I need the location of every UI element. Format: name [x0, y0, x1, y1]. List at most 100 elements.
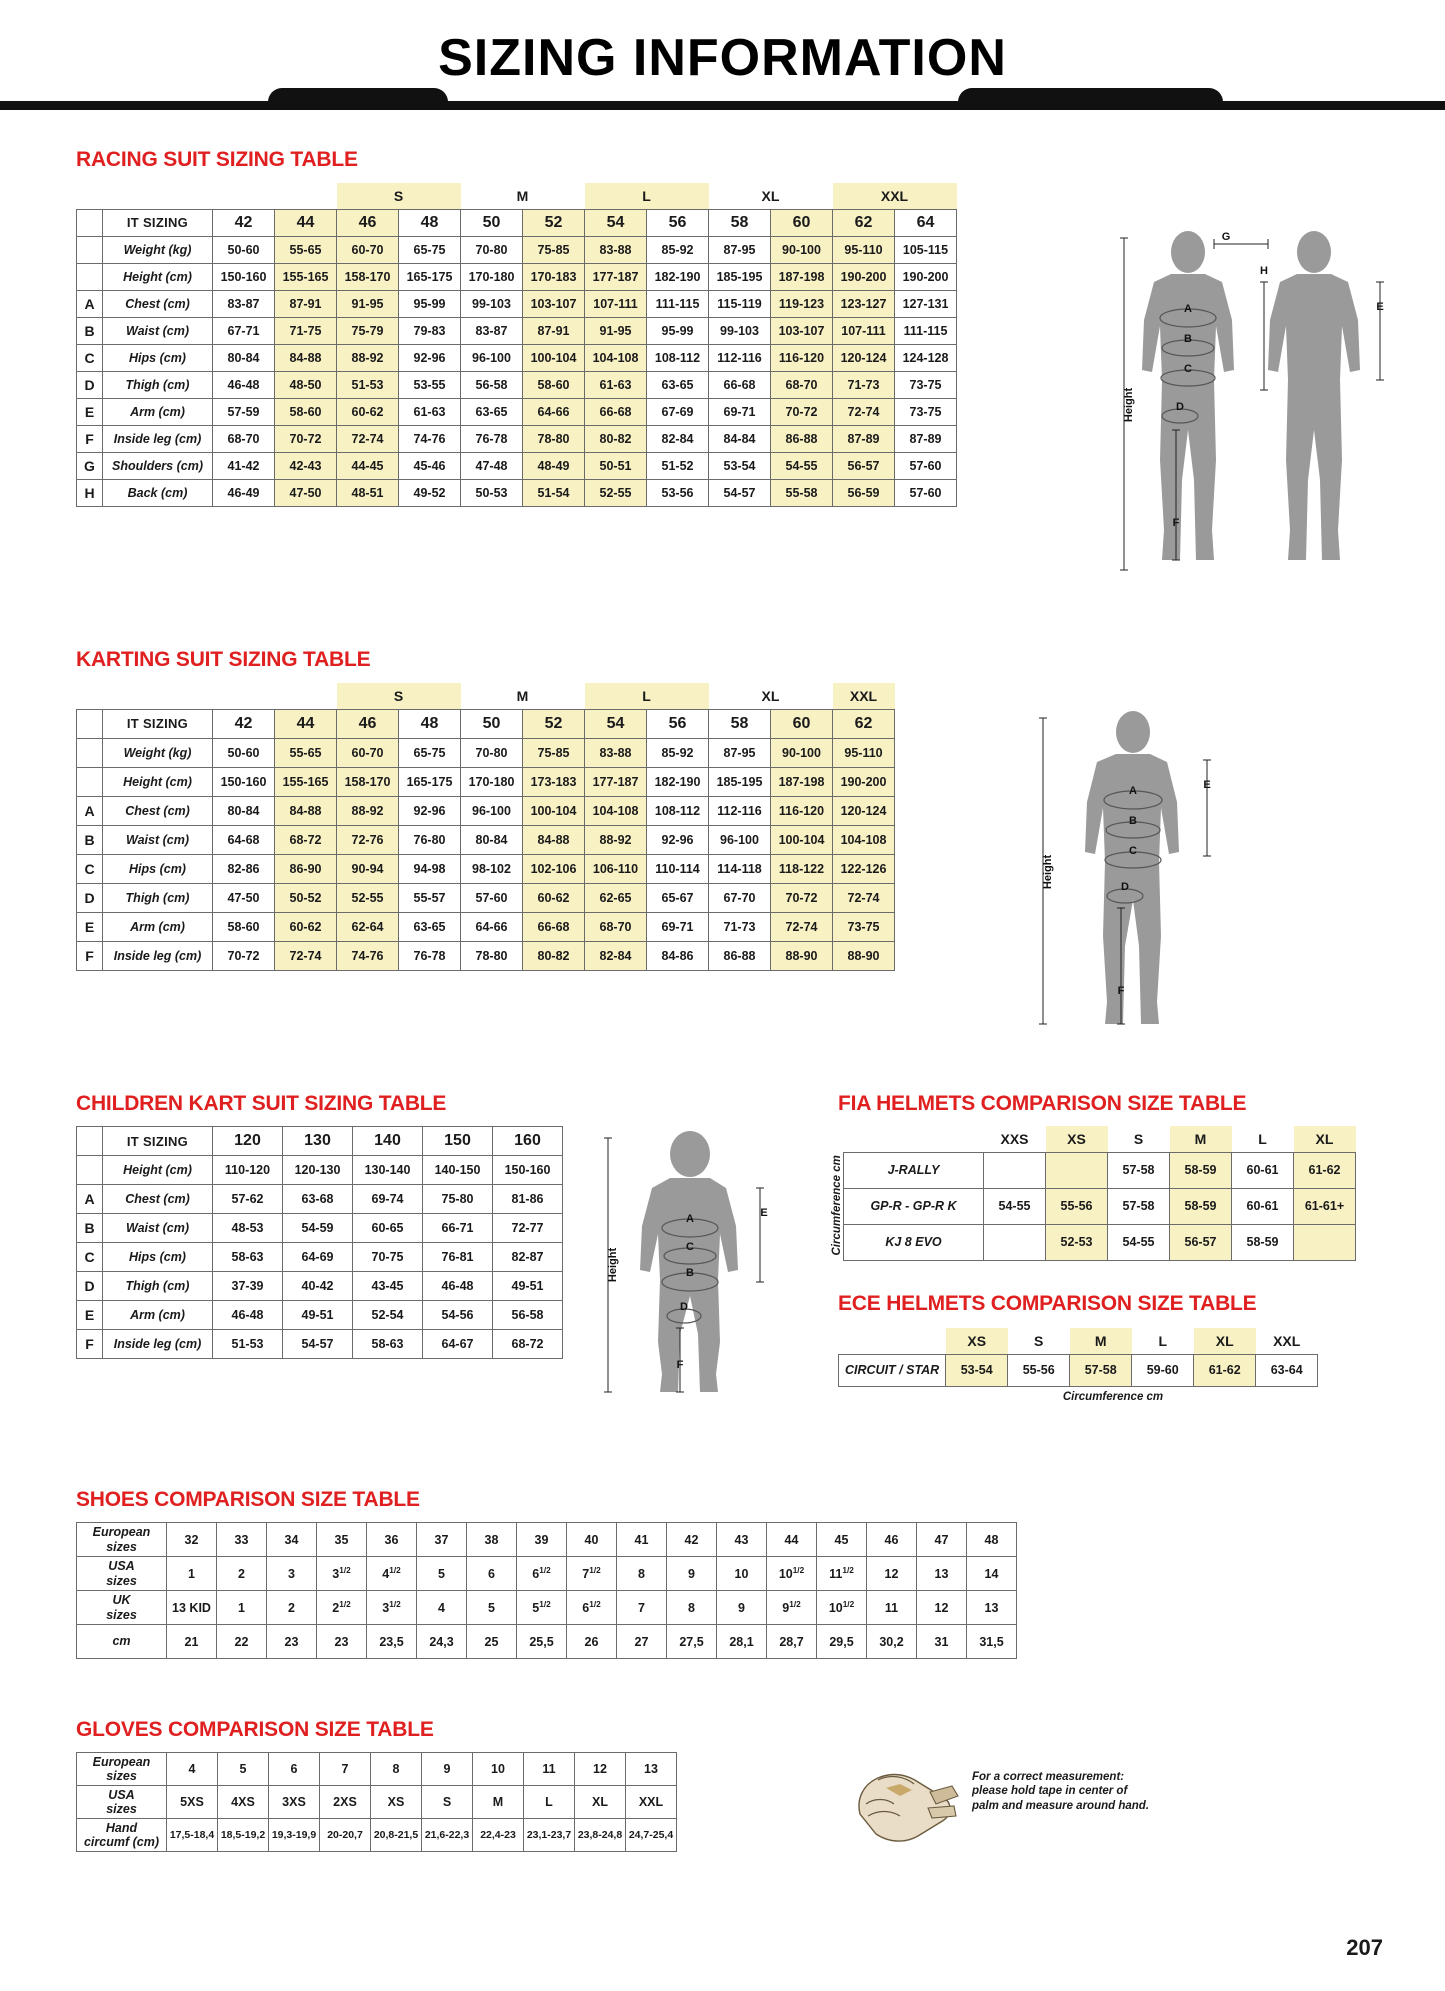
measurement-cell: 54-57	[708, 478, 771, 507]
gloves-size-cell: 22,4-23	[472, 1818, 524, 1852]
measurement-cell: 47-50	[212, 882, 275, 913]
ece-circumference-caption: Circumference cm	[1062, 1390, 1164, 1403]
measurement-cell: 84-84	[708, 424, 771, 453]
measurement-cell: 50-51	[584, 451, 647, 480]
measurement-cell: 123-127	[832, 289, 895, 318]
shoes-size-cell: 42	[666, 1522, 717, 1557]
table-row: A Chest (cm) 80-84 84-88 88-92 92-96 96-100 100…	[76, 795, 895, 826]
helmet-size-cell: 58-59	[1169, 1151, 1232, 1189]
shoes-size-cell: 101/2	[766, 1556, 817, 1591]
measurement-cell: 88-92	[584, 824, 647, 855]
svg-text:B: B	[686, 1267, 694, 1279]
measurement-cell: 88-92	[336, 795, 399, 826]
shoes-size-cell: 40	[566, 1522, 617, 1557]
measurement-cell: 75-85	[522, 235, 585, 264]
measurement-cell: 70-72	[770, 397, 833, 426]
size-header-cell: 42	[212, 708, 275, 739]
measurement-cell: 45-46	[398, 451, 461, 480]
measurement-cell: 96-100	[708, 824, 771, 855]
measurement-cell: 46-48	[422, 1271, 493, 1301]
table-row: USA sizes 5XS 4XS 3XS 2XS XS S M L XL XXL	[76, 1785, 677, 1819]
measurement-cell: 165-175	[398, 262, 461, 291]
measurement-cell: 76-78	[460, 424, 523, 453]
helmet-size-label: XS	[945, 1328, 1008, 1354]
measurement-cell: 82-87	[492, 1242, 563, 1272]
table-row: Height (cm) 150-160 155-165 158-170 165-175 1…	[76, 262, 957, 291]
table-row: A Chest (cm) 57-62 63-68 69-74 75-80 81-86	[76, 1184, 563, 1214]
header-divider-bar	[0, 101, 1445, 110]
measurement-cell: 75-85	[522, 737, 585, 768]
measurement-cell: 74-76	[336, 940, 399, 971]
measurement-cell: 54-56	[422, 1300, 493, 1330]
measurement-cell: 72-74	[274, 940, 337, 971]
measurement-cell: 182-190	[646, 766, 709, 797]
measurement-cell: 55-65	[274, 235, 337, 264]
gloves-size-cell: 6	[268, 1752, 320, 1786]
shoes-size-cell: 5	[416, 1556, 467, 1591]
helmet-size-cell	[1045, 1151, 1108, 1189]
measurement-cell: 60-62	[522, 882, 585, 913]
measurement-cell: 44-45	[336, 451, 399, 480]
measurement-cell: 86-90	[274, 853, 337, 884]
measurement-cell: 99-103	[708, 316, 771, 345]
table-row: cm 21 22 23 23 23,5 24,3 25 25,5 26 27 27,5 28,1 28,7…	[76, 1624, 1017, 1659]
table-row: CIRCUIT / STAR 53-54 55-56 57-58 59-60 61-62 6…	[837, 1353, 1319, 1387]
measurement-cell: 190-200	[832, 766, 895, 797]
gloves-size-cell: 2XS	[319, 1785, 371, 1819]
measurement-cell: 50-60	[212, 737, 275, 768]
measurement-cell: 72-74	[832, 397, 895, 426]
helmet-size-cell: 55-56	[1007, 1353, 1071, 1387]
measurement-cell: 170-183	[522, 262, 585, 291]
shoes-size-cell: 8	[616, 1556, 667, 1591]
ece-helmets-section: ECE HELMETS COMPARISON SIZE TABLE	[838, 1292, 1257, 1316]
measurement-cell: 76-78	[398, 940, 461, 971]
row-label: Weight (kg)	[102, 737, 213, 768]
measurement-cell: 43-45	[352, 1271, 423, 1301]
shoes-size-cell: 23,5	[366, 1624, 417, 1659]
glove-measure-note: For a correct measurement: please hold t…	[972, 1771, 1150, 1812]
shoes-size-cell: 71/2	[566, 1556, 617, 1591]
karting-suit-title: KARTING SUIT SIZING TABLE	[76, 648, 371, 671]
svg-text:C: C	[1129, 845, 1137, 857]
gloves-size-cell: XL	[574, 1785, 626, 1819]
karting-suit-table: S M L XL XXL IT SIZING 42 44 46 48 50 52 54 56 58 60 62 W…	[76, 683, 895, 971]
measurement-cell: 57-60	[894, 451, 957, 480]
measurement-cell: 70-80	[460, 235, 523, 264]
shoes-size-cell: 13 KID	[166, 1590, 217, 1625]
measurement-cell: 88-90	[832, 940, 895, 971]
size-header-cell: 150	[422, 1126, 493, 1156]
racing-suit-table: S M L XL XXL IT SIZING 42 44 46 48 50 52 54 56 58 60 62 6…	[76, 183, 957, 507]
helmet-size-cell: 54-55	[983, 1187, 1046, 1225]
measurement-cell: 37-39	[212, 1271, 283, 1301]
gloves-size-cell: 19,3-19,9	[268, 1818, 320, 1852]
row-label: Arm (cm)	[102, 397, 213, 426]
measurement-cell: 91-95	[584, 316, 647, 345]
measurement-cell: 127-131	[894, 289, 957, 318]
measurement-cell: 158-170	[336, 262, 399, 291]
measurement-cell: 114-118	[708, 853, 771, 884]
measurement-cell: 83-87	[460, 316, 523, 345]
measurement-cell: 120-130	[282, 1155, 353, 1185]
measurement-cell: 57-59	[212, 397, 275, 426]
measurement-cell: 72-74	[770, 911, 833, 942]
svg-text:A: A	[686, 1213, 694, 1225]
measurement-cell: 85-92	[646, 737, 709, 768]
helmet-size-label: XXL	[1255, 1328, 1318, 1354]
row-label: Chest (cm)	[102, 1184, 213, 1214]
measurement-cell: 86-88	[770, 424, 833, 453]
measurement-cell: 48-49	[522, 451, 585, 480]
measurement-cell: 68-70	[212, 424, 275, 453]
shoes-size-cell: 30,2	[866, 1624, 917, 1659]
size-header-cell: 130	[282, 1126, 353, 1156]
shoes-size-cell: 25,5	[516, 1624, 567, 1659]
measurement-cell: 84-88	[522, 824, 585, 855]
measurement-cell: 185-195	[708, 766, 771, 797]
gloves-size-cell: 21,6-22,3	[421, 1818, 473, 1852]
helmet-size-cell: 53-54	[945, 1353, 1009, 1387]
helmet-size-cell: 59-60	[1131, 1353, 1195, 1387]
shoes-size-cell: 31/2	[316, 1556, 367, 1591]
measurement-cell: 71-75	[274, 316, 337, 345]
measurement-cell: 66-71	[422, 1213, 493, 1243]
shoes-size-cell: 35	[316, 1522, 367, 1557]
shoes-size-cell: 47	[916, 1522, 967, 1557]
